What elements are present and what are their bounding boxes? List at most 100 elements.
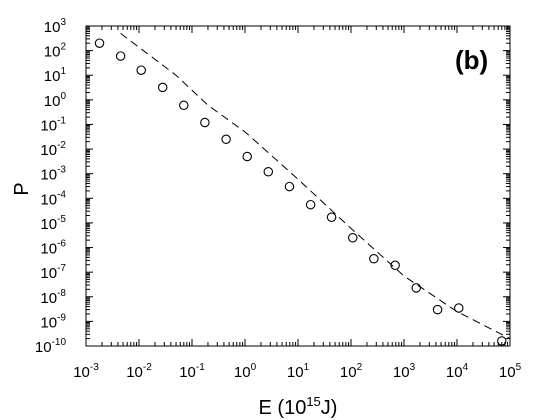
x-tick-label-exponent: 2 [357,362,363,373]
x-tick-label-exponent: 0 [251,362,257,373]
y-tick-label-base: 10 [40,216,57,233]
x-tick-label-exponent: 4 [463,362,469,373]
data-point [411,283,421,293]
x-tick-label-exponent: 1 [304,362,310,373]
x-tick-label: 101 [287,362,310,381]
x-tick-label: 105 [499,362,522,381]
y-tick-label-base: 10 [40,167,57,184]
x-tick-label-exponent: -3 [90,362,99,373]
data-point [115,51,126,61]
y-tick-label-base: 10 [35,339,52,356]
x-tick-label-exponent: -1 [196,362,205,373]
data-point [497,336,507,346]
y-tick-label-base: 10 [40,265,57,282]
x-tick-label: 104 [446,362,469,381]
x-tick-label-base: 10 [499,364,516,381]
x-tick-label: 100 [234,362,257,381]
y-tick-label-exponent: 3 [60,17,66,28]
y-tick-label-base: 10 [40,142,57,159]
y-tick-label: 10-1 [40,115,66,134]
y-tick-label-exponent: -3 [57,165,66,176]
y-tick-label: 103 [44,17,67,36]
x-axis-label-prefix: E (10 [259,397,307,419]
y-tick-label-exponent: -7 [57,263,66,274]
y-tick-label: 10-2 [40,140,66,159]
data-point [263,166,274,177]
y-tick-label: 100 [44,91,67,110]
data-point [179,100,189,111]
y-tick-label: 10-10 [35,337,67,356]
y-tick-label-base: 10 [40,241,57,258]
y-tick-label-base: 10 [44,44,61,61]
x-axis-label-exponent: 15 [306,394,320,409]
y-tick-label-exponent: -9 [57,312,66,323]
y-tick-label-base: 10 [40,290,57,307]
y-tick-label: 10-3 [40,165,66,184]
x-tick-label: 102 [340,362,363,381]
y-axis-label: P [11,182,33,195]
y-tick-label-base: 10 [40,117,57,134]
x-tick-label-base: 10 [446,364,463,381]
y-tick-label: 10-6 [40,239,66,258]
data-point [326,212,337,223]
y-tick-label-base: 10 [44,19,61,36]
y-tick-label: 10-4 [40,189,66,208]
data-point [242,151,252,162]
y-tick-label-exponent: 1 [60,66,66,77]
data-point [454,303,464,313]
x-tick-label: 10-1 [179,362,205,381]
y-tick-label: 101 [44,66,67,85]
x-tick-label-exponent: 5 [516,362,522,373]
y-tick-label-exponent: 0 [60,91,66,102]
y-tick-label: 10-7 [40,263,66,282]
y-tick-label-base: 10 [44,68,61,85]
x-tick-label-base: 10 [340,364,357,381]
x-tick-label: 103 [393,362,416,381]
y-tick-label-exponent: -1 [57,115,66,126]
x-tick-label-base: 10 [126,364,143,381]
x-tick-label-base: 10 [287,364,304,381]
x-tick-label-exponent: 3 [410,362,416,373]
dashed-reference-line [120,33,511,340]
data-point [157,82,168,93]
y-tick-label: 10-5 [40,214,66,233]
x-tick-label-exponent: -2 [143,362,152,373]
y-tick-label: 102 [44,42,67,61]
line-layer [120,33,511,340]
data-point [369,254,379,264]
x-tick-label: 10-3 [73,362,99,381]
y-tick-label-exponent: -8 [57,288,66,299]
x-tick-label-base: 10 [234,364,251,381]
data-point [390,260,400,271]
x-axis-label-suffix: J) [321,397,338,419]
y-tick-label: 10-8 [40,288,66,307]
data-point [305,199,316,210]
data-point [284,181,295,192]
y-tick-label-exponent: 2 [60,42,66,53]
data-point [94,38,105,48]
ticks-layer [85,25,511,347]
y-tick-label-base: 10 [40,191,57,208]
y-tick-label-exponent: -10 [52,337,67,348]
x-tick-label-base: 10 [393,364,410,381]
y-tick-label-exponent: -2 [57,140,66,151]
points-layer [94,38,507,346]
y-tick-label-base: 10 [44,93,61,110]
plot-frame [85,25,511,347]
data-point [348,232,358,243]
data-point [432,304,443,315]
x-tick-label: 10-2 [126,362,152,381]
x-tick-label-base: 10 [73,364,90,381]
x-axis-label: E (1015J) [259,394,338,419]
data-point [136,65,146,75]
y-tick-label-exponent: -5 [57,214,66,225]
y-tick-label: 10-9 [40,312,66,331]
data-point [221,134,231,145]
panel-label: (b) [455,45,488,75]
y-tick-label-exponent: -4 [57,189,66,200]
labels-layer: 10-3 10-2 10-1 100 101 102 103 104 1051031021011… [35,17,522,381]
x-tick-label-base: 10 [179,364,196,381]
y-tick-label-exponent: -6 [57,239,66,250]
data-point [200,117,210,128]
